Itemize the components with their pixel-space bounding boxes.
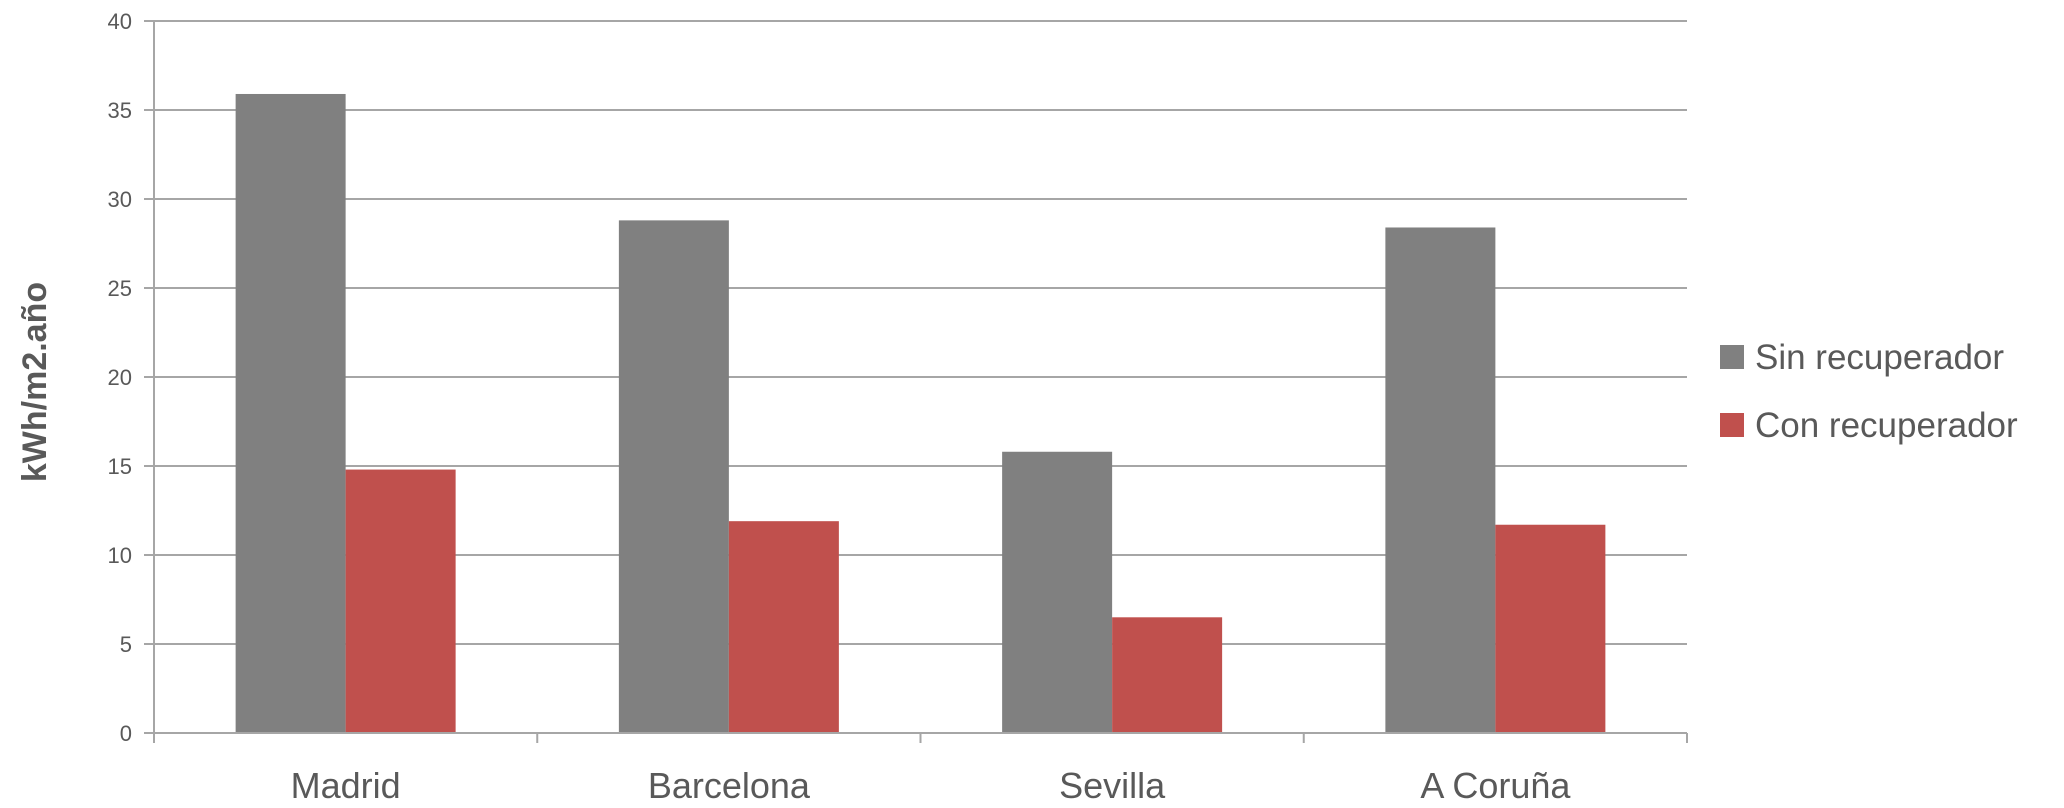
- legend: Sin recuperador Con recuperador: [1720, 338, 2018, 445]
- y-tick-label: 40: [108, 9, 132, 34]
- y-tick-label: 5: [120, 632, 132, 657]
- legend-swatch: [1720, 413, 1744, 437]
- y-tick-label: 30: [108, 187, 132, 212]
- bar: [1495, 524, 1606, 733]
- legend-label: Con recuperador: [1755, 406, 2018, 445]
- bar: [235, 93, 346, 734]
- y-tick-label: 10: [108, 543, 132, 568]
- y-axis-tick-labels: 0 5 10 15 20 25 30 35 40: [108, 9, 132, 746]
- x-tick-label: Barcelona: [648, 765, 811, 806]
- x-axis-tick-labels: Madrid Barcelona Sevilla A Coruña: [291, 765, 1572, 806]
- y-tick-label: 20: [108, 365, 132, 390]
- x-tick-label: Madrid: [291, 765, 401, 806]
- bar: [1112, 617, 1223, 733]
- bar: [1385, 227, 1496, 734]
- bar: [728, 521, 839, 733]
- x-tick-label: Sevilla: [1059, 765, 1166, 806]
- y-tick-label: 25: [108, 276, 132, 301]
- bar: [1002, 451, 1113, 733]
- y-axis-title: kWh/m2.año: [16, 282, 54, 482]
- axes: [144, 20, 1688, 743]
- bars: [235, 93, 1606, 734]
- y-tick-label: 15: [108, 454, 132, 479]
- bar: [618, 220, 729, 734]
- legend-swatch: [1720, 345, 1744, 369]
- legend-label: Sin recuperador: [1755, 338, 2004, 377]
- y-tick-label: 0: [120, 721, 132, 746]
- y-tick-label: 35: [108, 98, 132, 123]
- x-tick-label: A Coruña: [1420, 765, 1571, 806]
- bar: [345, 469, 456, 733]
